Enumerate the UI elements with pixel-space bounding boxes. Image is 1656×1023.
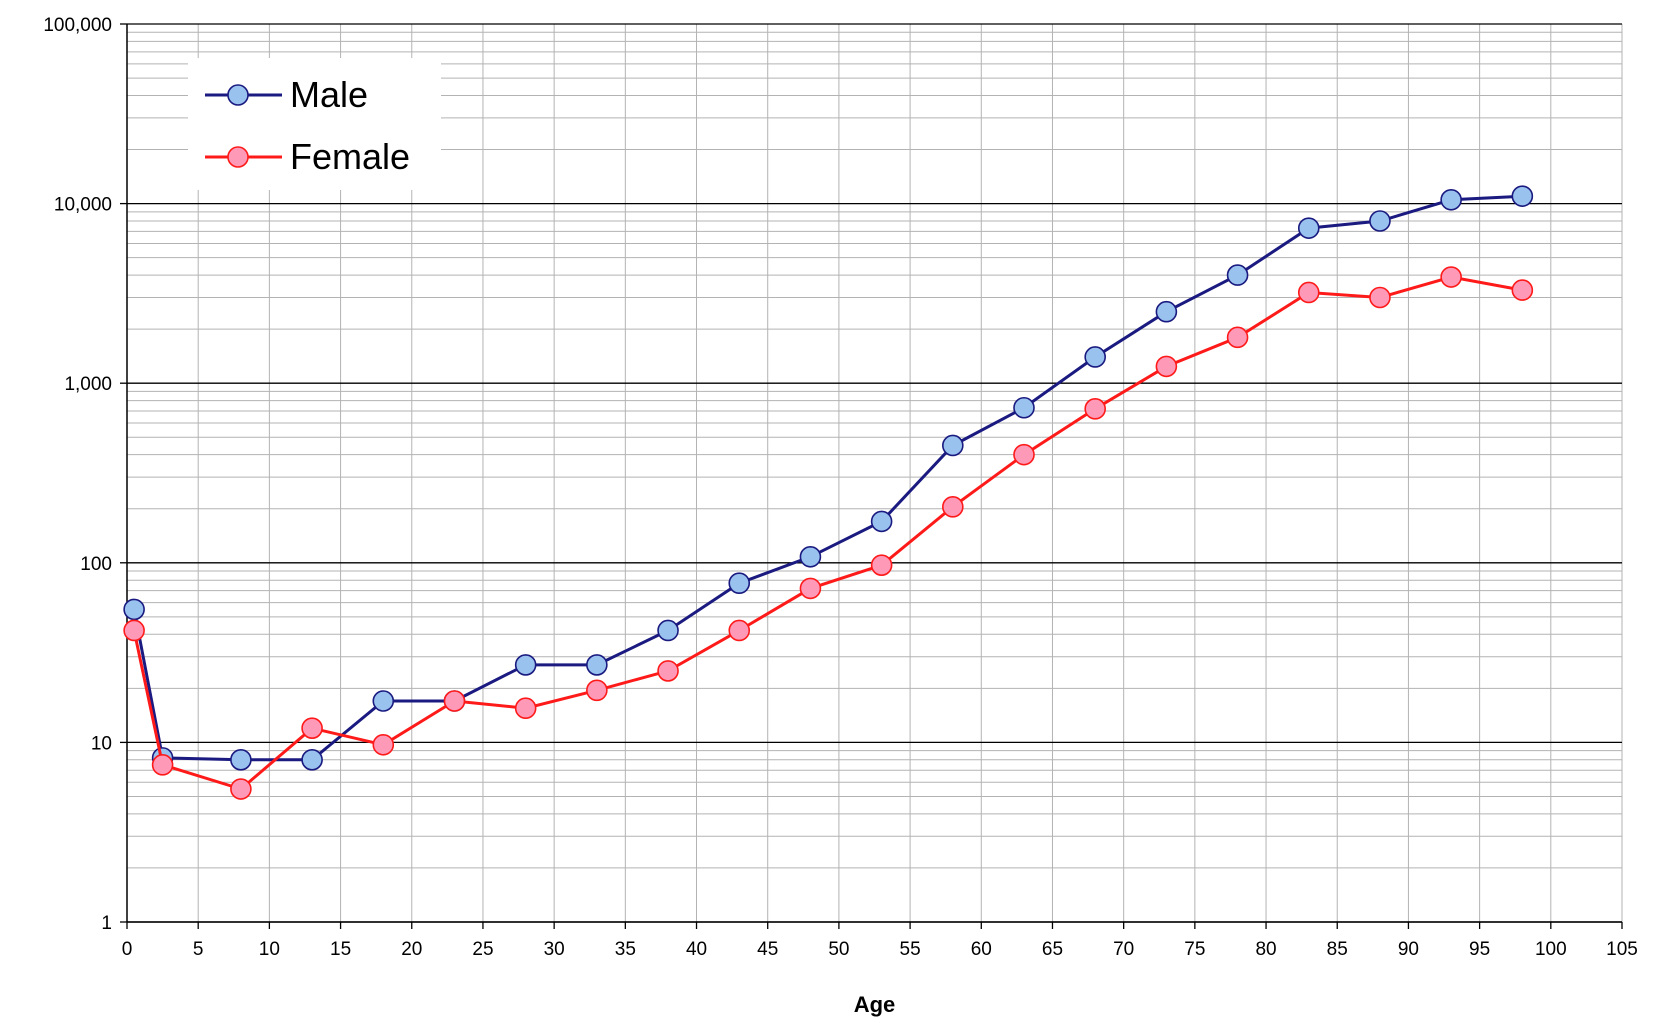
x-tick-label: 35 <box>615 939 636 960</box>
series-male <box>123 185 1534 771</box>
x-tick-label: 10 <box>259 939 280 960</box>
y-tick-label: 1 <box>101 913 112 934</box>
data-point-male <box>1226 264 1249 286</box>
data-point-female <box>151 754 174 776</box>
y-tick-label: 10 <box>91 733 112 754</box>
data-point-male <box>1155 300 1178 323</box>
data-point-female <box>1369 286 1391 309</box>
data-point-male <box>657 619 679 642</box>
data-point-male <box>799 545 822 568</box>
x-tick-label: 70 <box>1113 939 1134 960</box>
data-point-female <box>657 660 679 682</box>
x-tick-label: 5 <box>193 939 204 960</box>
x-tick-label: 45 <box>757 939 778 960</box>
data-point-male <box>1297 217 1320 239</box>
series-female <box>123 266 1534 800</box>
data-point-female <box>586 679 608 702</box>
y-tick-label: 10,000 <box>54 195 112 216</box>
data-point-male <box>870 510 893 533</box>
x-tick-label: 55 <box>900 939 921 960</box>
data-point-male <box>1369 210 1391 232</box>
data-point-male <box>728 572 751 594</box>
data-point-male <box>372 690 395 712</box>
x-tick-label: 90 <box>1398 939 1419 960</box>
x-tick-label: 60 <box>971 939 992 960</box>
y-tick-label: 100 <box>80 554 112 575</box>
data-point-male <box>123 598 145 621</box>
data-point-female <box>1440 266 1462 288</box>
legend-box <box>188 58 441 190</box>
data-point-male <box>1511 185 1534 207</box>
data-point-male <box>514 654 537 676</box>
data-point-female <box>514 697 537 720</box>
x-tick-label: 15 <box>330 939 351 960</box>
x-tick-label: 50 <box>828 939 849 960</box>
x-tick-label: 80 <box>1255 939 1276 960</box>
data-point-male <box>942 434 964 457</box>
x-tick-label: 95 <box>1469 939 1490 960</box>
minor-gridlines <box>126 24 1623 922</box>
x-tick-label: 25 <box>472 939 493 960</box>
data-point-female <box>1084 398 1106 420</box>
x-tick-label: 100 <box>1535 939 1567 960</box>
x-tick-label: 65 <box>1042 939 1063 960</box>
x-tick-label: 0 <box>122 939 133 960</box>
x-tick-label: 20 <box>401 939 422 960</box>
legend-marker-male <box>227 84 249 106</box>
data-point-male <box>230 749 252 771</box>
data-point-female <box>870 554 893 576</box>
y-tick-label: 100,000 <box>43 15 112 36</box>
data-point-male <box>586 654 608 676</box>
data-point-female <box>372 733 395 756</box>
legend-marker-female <box>227 146 249 168</box>
series-layer <box>123 185 1534 800</box>
x-tick-label: 30 <box>544 939 565 960</box>
x-tick-label: 75 <box>1184 939 1205 960</box>
x-axis-ticks: 0 5 10 15 20 25 30 35 40 45 50 55 60 65 70 75 80 85 90 95 10… <box>122 922 1638 960</box>
legend-label-female: Female <box>290 136 410 177</box>
data-point-female <box>728 619 751 642</box>
legend-item-male: Male <box>205 74 368 115</box>
data-point-female <box>942 496 964 518</box>
legend-item-female: Female <box>205 136 410 177</box>
data-point-female <box>1013 443 1035 466</box>
x-axis-title: Age <box>854 992 896 1017</box>
y-tick-label: 1,000 <box>64 374 112 395</box>
data-point-female <box>1511 279 1534 301</box>
data-point-female <box>230 778 252 800</box>
data-point-female <box>1297 281 1320 304</box>
x-tick-label: 85 <box>1327 939 1348 960</box>
data-point-female <box>799 577 822 600</box>
data-point-male <box>301 749 323 771</box>
legend-label-male: Male <box>290 74 368 115</box>
data-point-female <box>1226 326 1249 349</box>
series-line-female <box>132 275 1523 791</box>
data-point-male <box>1013 396 1035 419</box>
data-point-female <box>123 619 145 642</box>
data-point-female <box>301 717 323 739</box>
axes <box>126 24 1622 923</box>
series-line-male <box>132 194 1523 762</box>
y-axis-ticks: 1 10 100 1,000 10,000 100,000 <box>43 15 127 934</box>
data-point-female <box>1155 355 1178 378</box>
data-point-male <box>1440 188 1462 211</box>
x-tick-label: 40 <box>686 939 707 960</box>
data-point-male <box>1084 346 1106 368</box>
data-point-female <box>443 690 466 712</box>
x-tick-label: 105 <box>1606 939 1638 960</box>
legend: Male Female <box>188 58 441 190</box>
